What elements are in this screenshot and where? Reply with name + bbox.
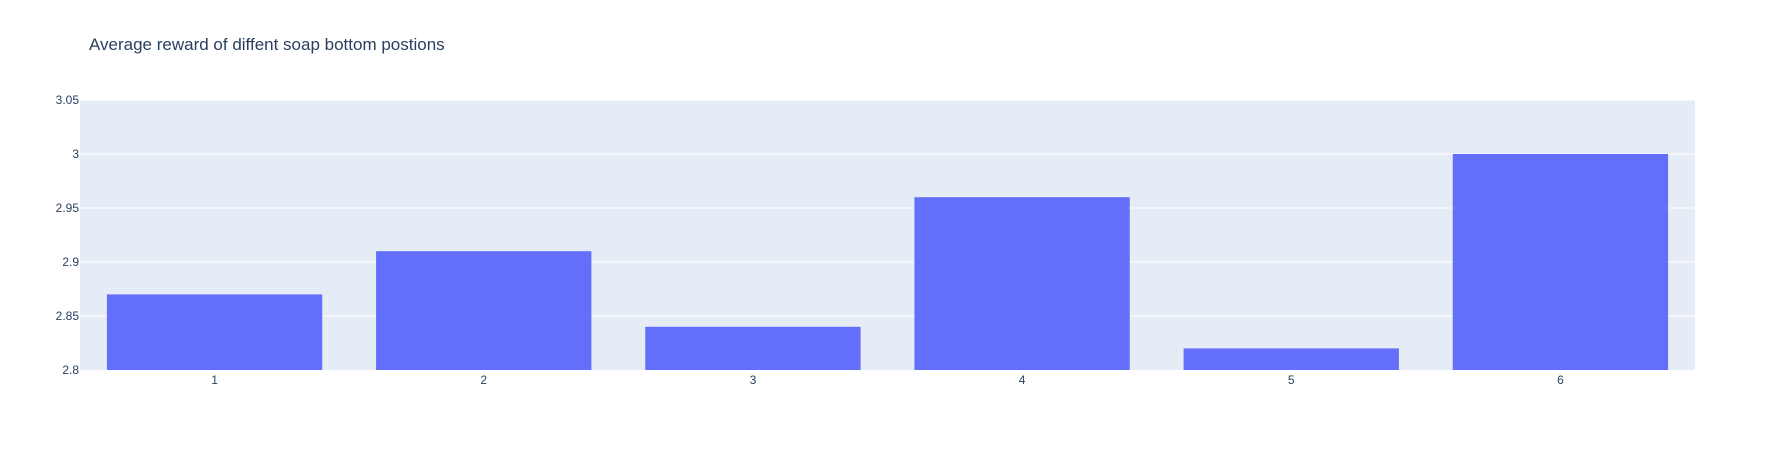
y-tick-label: 2.9 — [62, 255, 79, 269]
y-tick-label: 2.85 — [56, 309, 80, 323]
bar-6[interactable] — [1452, 154, 1669, 370]
x-tick-label: 3 — [750, 373, 757, 387]
bar-1[interactable] — [106, 294, 323, 370]
x-tick-label: 2 — [480, 373, 487, 387]
bar-4[interactable] — [914, 197, 1130, 370]
x-tick-label: 4 — [1019, 373, 1026, 387]
y-tick-label: 2.95 — [56, 201, 80, 215]
bar-3[interactable] — [645, 326, 861, 370]
gridlines — [80, 99, 1695, 317]
plot-area — [80, 100, 1695, 370]
y-tick-label: 3.05 — [56, 93, 80, 107]
x-tick-label: 6 — [1557, 373, 1564, 387]
x-axis-ticks: 1 2 3 4 5 6 — [211, 373, 1564, 387]
y-tick-label: 2.8 — [62, 363, 79, 377]
x-tick-label: 1 — [211, 373, 218, 387]
y-axis-ticks: 2.8 2.85 2.9 2.95 3 3.05 — [56, 93, 80, 377]
chart-title: Average reward of diffent soap bottom po… — [89, 35, 445, 54]
x-tick-label: 5 — [1288, 373, 1295, 387]
bar-5[interactable] — [1183, 348, 1399, 370]
y-tick-label: 3 — [72, 147, 79, 161]
bars — [106, 154, 1669, 370]
bar-2[interactable] — [376, 251, 592, 370]
